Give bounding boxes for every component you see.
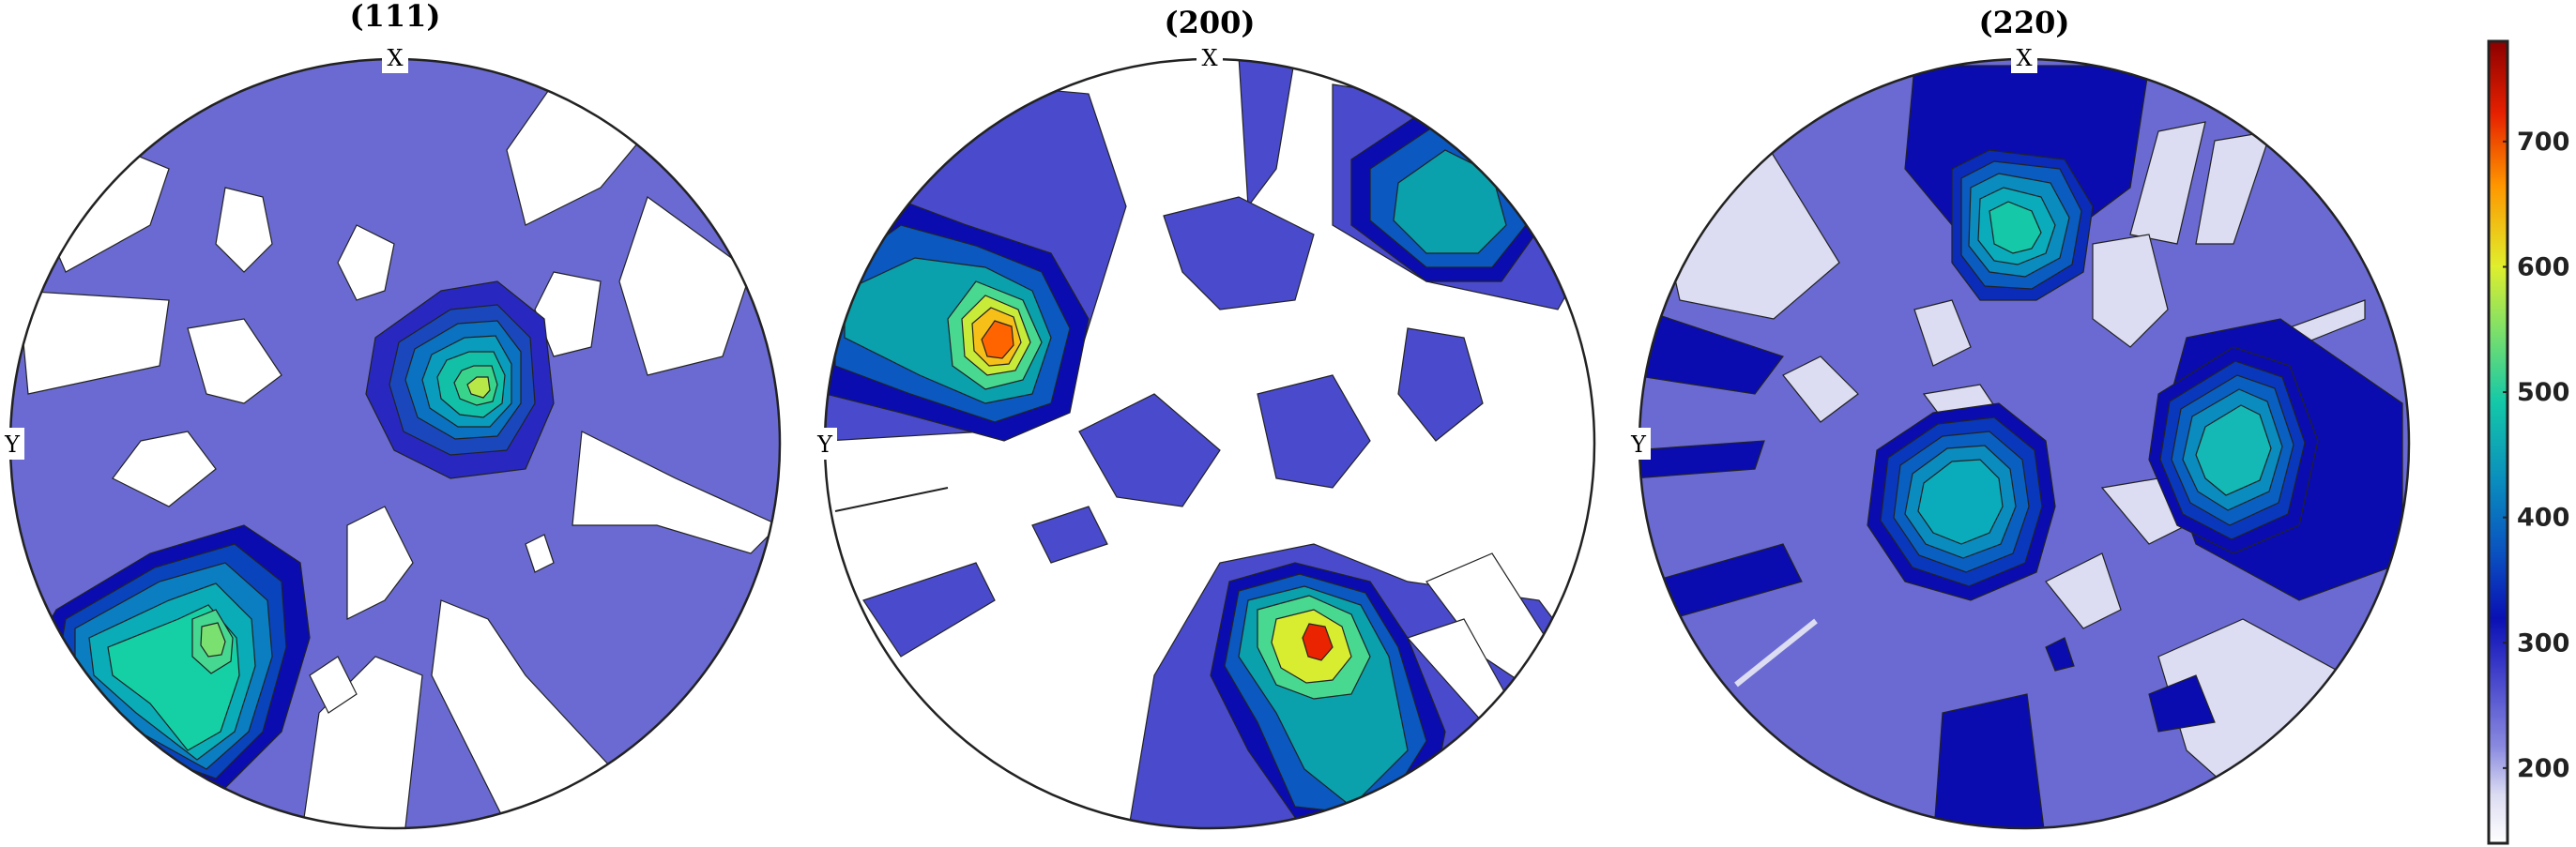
colorbar-ticks: 200 300 400 500 600 700 [2503, 128, 2569, 783]
colorbar-frame [2487, 39, 2509, 845]
colorbar-tick-label: 600 [2517, 252, 2569, 281]
contour-line [834, 487, 949, 512]
pole-cluster-center [365, 280, 555, 479]
pole-figure-200: (200) [813, 5, 1596, 830]
pole-cluster-upper-left [825, 196, 1090, 442]
axis-label-x: X [1197, 41, 1223, 73]
svg-text:X: X [1201, 45, 1217, 71]
pole-cluster-center [1867, 402, 2056, 601]
svg-text:X: X [2016, 45, 2032, 71]
axis-label-x: X [2011, 41, 2037, 73]
pole-figure-111: (111) [0, 0, 782, 830]
colorbar-tick-label: 400 [2517, 504, 2569, 533]
panel-title: (200) [1164, 5, 1255, 40]
colorbar: 200 300 400 500 600 700 [2487, 39, 2569, 845]
colorbar-tick-label: 200 [2517, 754, 2569, 783]
low-density-region [309, 534, 555, 714]
colorbar-tick-label: 300 [2517, 628, 2569, 658]
colorbar-gradient [2489, 41, 2507, 843]
pole-cluster-top [1951, 149, 2094, 301]
axis-label-x: X [382, 41, 408, 73]
panel-title: (111) [349, 0, 440, 34]
contour-line [1734, 618, 1818, 688]
axis-label-y: Y [0, 428, 24, 460]
axis-label-y: Y [1626, 428, 1651, 460]
svg-text:Y: Y [1630, 431, 1647, 458]
svg-text:Y: Y [816, 431, 833, 458]
svg-text:X: X [387, 45, 403, 71]
colorbar-tick-label: 700 [2517, 128, 2569, 157]
colorbar-tick-label: 500 [2517, 378, 2569, 407]
pole-figure-220: (220) [1626, 5, 2411, 830]
svg-text:Y: Y [4, 431, 21, 458]
pole-cluster-lower-center [1210, 562, 1446, 828]
axis-label-y: Y [813, 428, 837, 460]
pole-cluster-right [2148, 346, 2319, 554]
panel-title: (220) [1978, 5, 2069, 40]
